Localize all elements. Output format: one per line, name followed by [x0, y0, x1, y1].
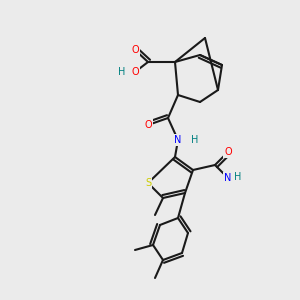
- Text: S: S: [145, 178, 151, 188]
- Text: H: H: [191, 135, 199, 145]
- Text: O: O: [224, 147, 232, 157]
- Text: N: N: [224, 173, 232, 183]
- Text: H: H: [118, 67, 126, 77]
- Text: O: O: [131, 67, 139, 77]
- Text: O: O: [131, 45, 139, 55]
- Text: H: H: [234, 172, 242, 182]
- Text: O: O: [144, 120, 152, 130]
- Text: N: N: [174, 135, 182, 145]
